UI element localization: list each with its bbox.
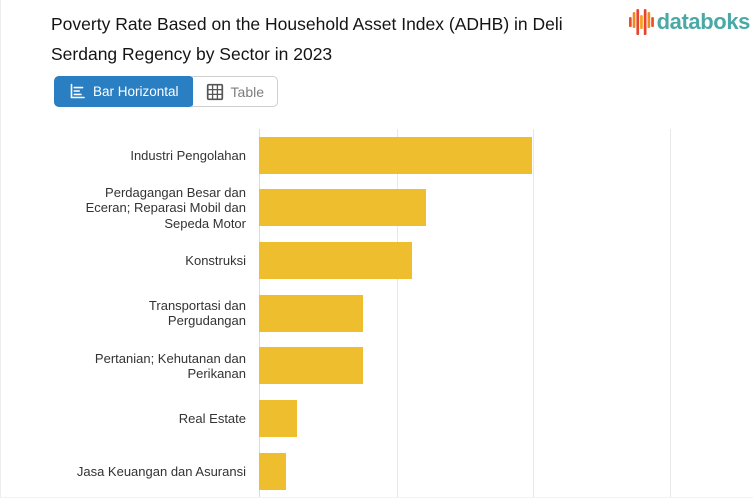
databoks-logo-icon [628,9,654,35]
table-icon [206,83,223,100]
x-gridline [533,129,535,497]
databoks-logo[interactable]: databoks [628,6,750,38]
bar[interactable] [259,347,363,385]
bar-horizontal-chart-icon [70,83,85,99]
bar-row: Pertanian; Kehutanan dan Perikanan [1,340,753,393]
x-gridline [396,129,398,497]
bar-row: Konstruksi [1,234,753,287]
chart-type-toggle: Bar Horizontal Table [54,76,279,107]
category-label: Pertanian; Kehutanan dan Perikanan [94,350,246,382]
category-label: Transportasi dan Pergudangan [148,297,246,329]
category-label: Perdagangan Besar dan Eceran; Reparasi Mo… [85,184,246,231]
chart-title: Poverty Rate Based on the Household Asse… [51,14,563,64]
bar[interactable] [259,241,413,279]
bar[interactable] [259,294,363,332]
bar-row: Transportasi dan Pergudangan [1,287,753,340]
category-label: Konstruksi [185,252,246,268]
bar[interactable] [259,189,426,227]
table-label: Table [230,83,265,100]
bar[interactable] [259,400,298,437]
bar-horizontal-label: Bar Horizontal [93,84,179,99]
bar-row: Industri Pengolahan [1,129,753,182]
bar[interactable] [259,136,533,174]
bar[interactable] [259,452,287,490]
table-button[interactable]: Table [192,77,278,106]
category-label: Real Estate [178,411,246,427]
category-label: Industri Pengolahan [130,147,246,163]
bar-row: Perdagangan Besar dan Eceran; Reparasi Mo… [1,182,753,235]
bar-horizontal-button[interactable]: Bar Horizontal [54,76,194,107]
bar-row: Jasa Keuangan dan Asuransi [1,445,753,498]
databoks-logo-text: databoks [656,9,751,34]
category-label: Jasa Keuangan dan Asuransi [76,463,246,479]
bar-row: Real Estate [1,393,753,446]
bar-chart: Industri Pengolahan Perdagangan Besar dan… [1,129,753,497]
x-gridline [670,129,672,497]
